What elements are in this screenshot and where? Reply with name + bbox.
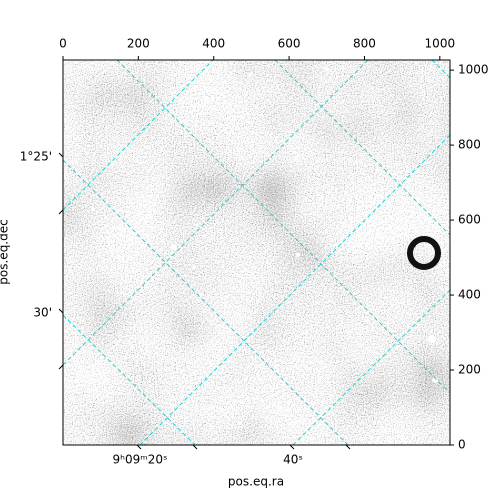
- frame: [62, 59, 451, 446]
- y-tick-label: 800: [458, 138, 481, 152]
- ra-tick-label: 40ˢ: [283, 453, 303, 467]
- stars: [91, 67, 438, 425]
- wcs-ticks: [58, 152, 351, 450]
- y-tick-label: 1000: [458, 63, 489, 77]
- x-tick-label: 200: [127, 37, 150, 51]
- x-tick-label: 0: [59, 37, 67, 51]
- ra-tick-label: 9ʰ09ᵐ20ˢ: [113, 453, 168, 467]
- x-tick-label: 400: [202, 37, 225, 51]
- x-axis-title: pos.eq.ra: [228, 475, 284, 489]
- dec-tick-label: 1°25': [20, 150, 52, 164]
- graticule: [63, 60, 450, 445]
- x-tick-label: 1000: [425, 37, 456, 51]
- dark-ring: [407, 236, 441, 270]
- y-tick-label: 0: [458, 438, 466, 452]
- y-tick-label: 600: [458, 213, 481, 227]
- y-axis-title: pos.eq.dec: [0, 219, 11, 284]
- y-tick-label: 400: [458, 288, 481, 302]
- dec-tick-label: 30': [33, 306, 52, 320]
- x-tick-label: 800: [353, 37, 376, 51]
- y-tick-label: 200: [458, 363, 481, 377]
- x-tick-label: 600: [278, 37, 301, 51]
- image: [63, 60, 450, 445]
